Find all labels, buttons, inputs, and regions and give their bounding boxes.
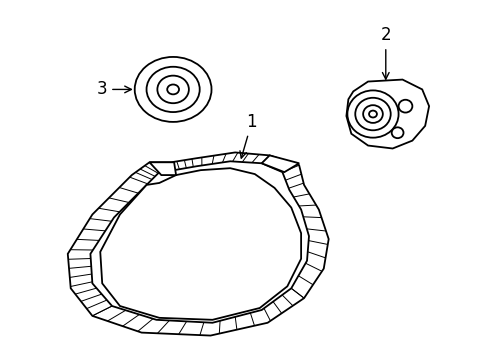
Ellipse shape	[157, 76, 188, 103]
Ellipse shape	[167, 85, 179, 94]
Ellipse shape	[135, 57, 211, 122]
Ellipse shape	[346, 90, 398, 138]
Polygon shape	[100, 168, 301, 320]
Text: 3: 3	[96, 80, 131, 98]
Polygon shape	[90, 161, 308, 323]
Ellipse shape	[355, 98, 390, 130]
Ellipse shape	[363, 105, 382, 123]
Polygon shape	[261, 156, 299, 172]
Ellipse shape	[368, 111, 376, 117]
Ellipse shape	[391, 127, 403, 138]
Text: 1: 1	[240, 113, 257, 158]
Text: 2: 2	[380, 26, 390, 79]
Polygon shape	[149, 162, 176, 175]
Ellipse shape	[146, 67, 199, 112]
Ellipse shape	[398, 100, 411, 113]
Polygon shape	[346, 80, 428, 148]
Polygon shape	[68, 152, 328, 336]
